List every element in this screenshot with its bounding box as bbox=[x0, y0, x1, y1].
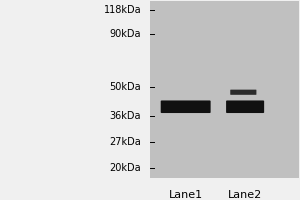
Text: 50kDa: 50kDa bbox=[110, 82, 141, 92]
Text: Lane1: Lane1 bbox=[169, 190, 203, 200]
Text: Lane2: Lane2 bbox=[228, 190, 262, 200]
FancyBboxPatch shape bbox=[161, 100, 211, 113]
FancyBboxPatch shape bbox=[230, 90, 256, 95]
Text: 36kDa: 36kDa bbox=[110, 111, 141, 121]
FancyBboxPatch shape bbox=[226, 100, 264, 113]
Bar bbox=[150, 1, 298, 178]
Text: 20kDa: 20kDa bbox=[110, 163, 141, 173]
Text: 27kDa: 27kDa bbox=[109, 137, 141, 147]
Text: 90kDa: 90kDa bbox=[110, 29, 141, 39]
Text: 118kDa: 118kDa bbox=[103, 5, 141, 15]
